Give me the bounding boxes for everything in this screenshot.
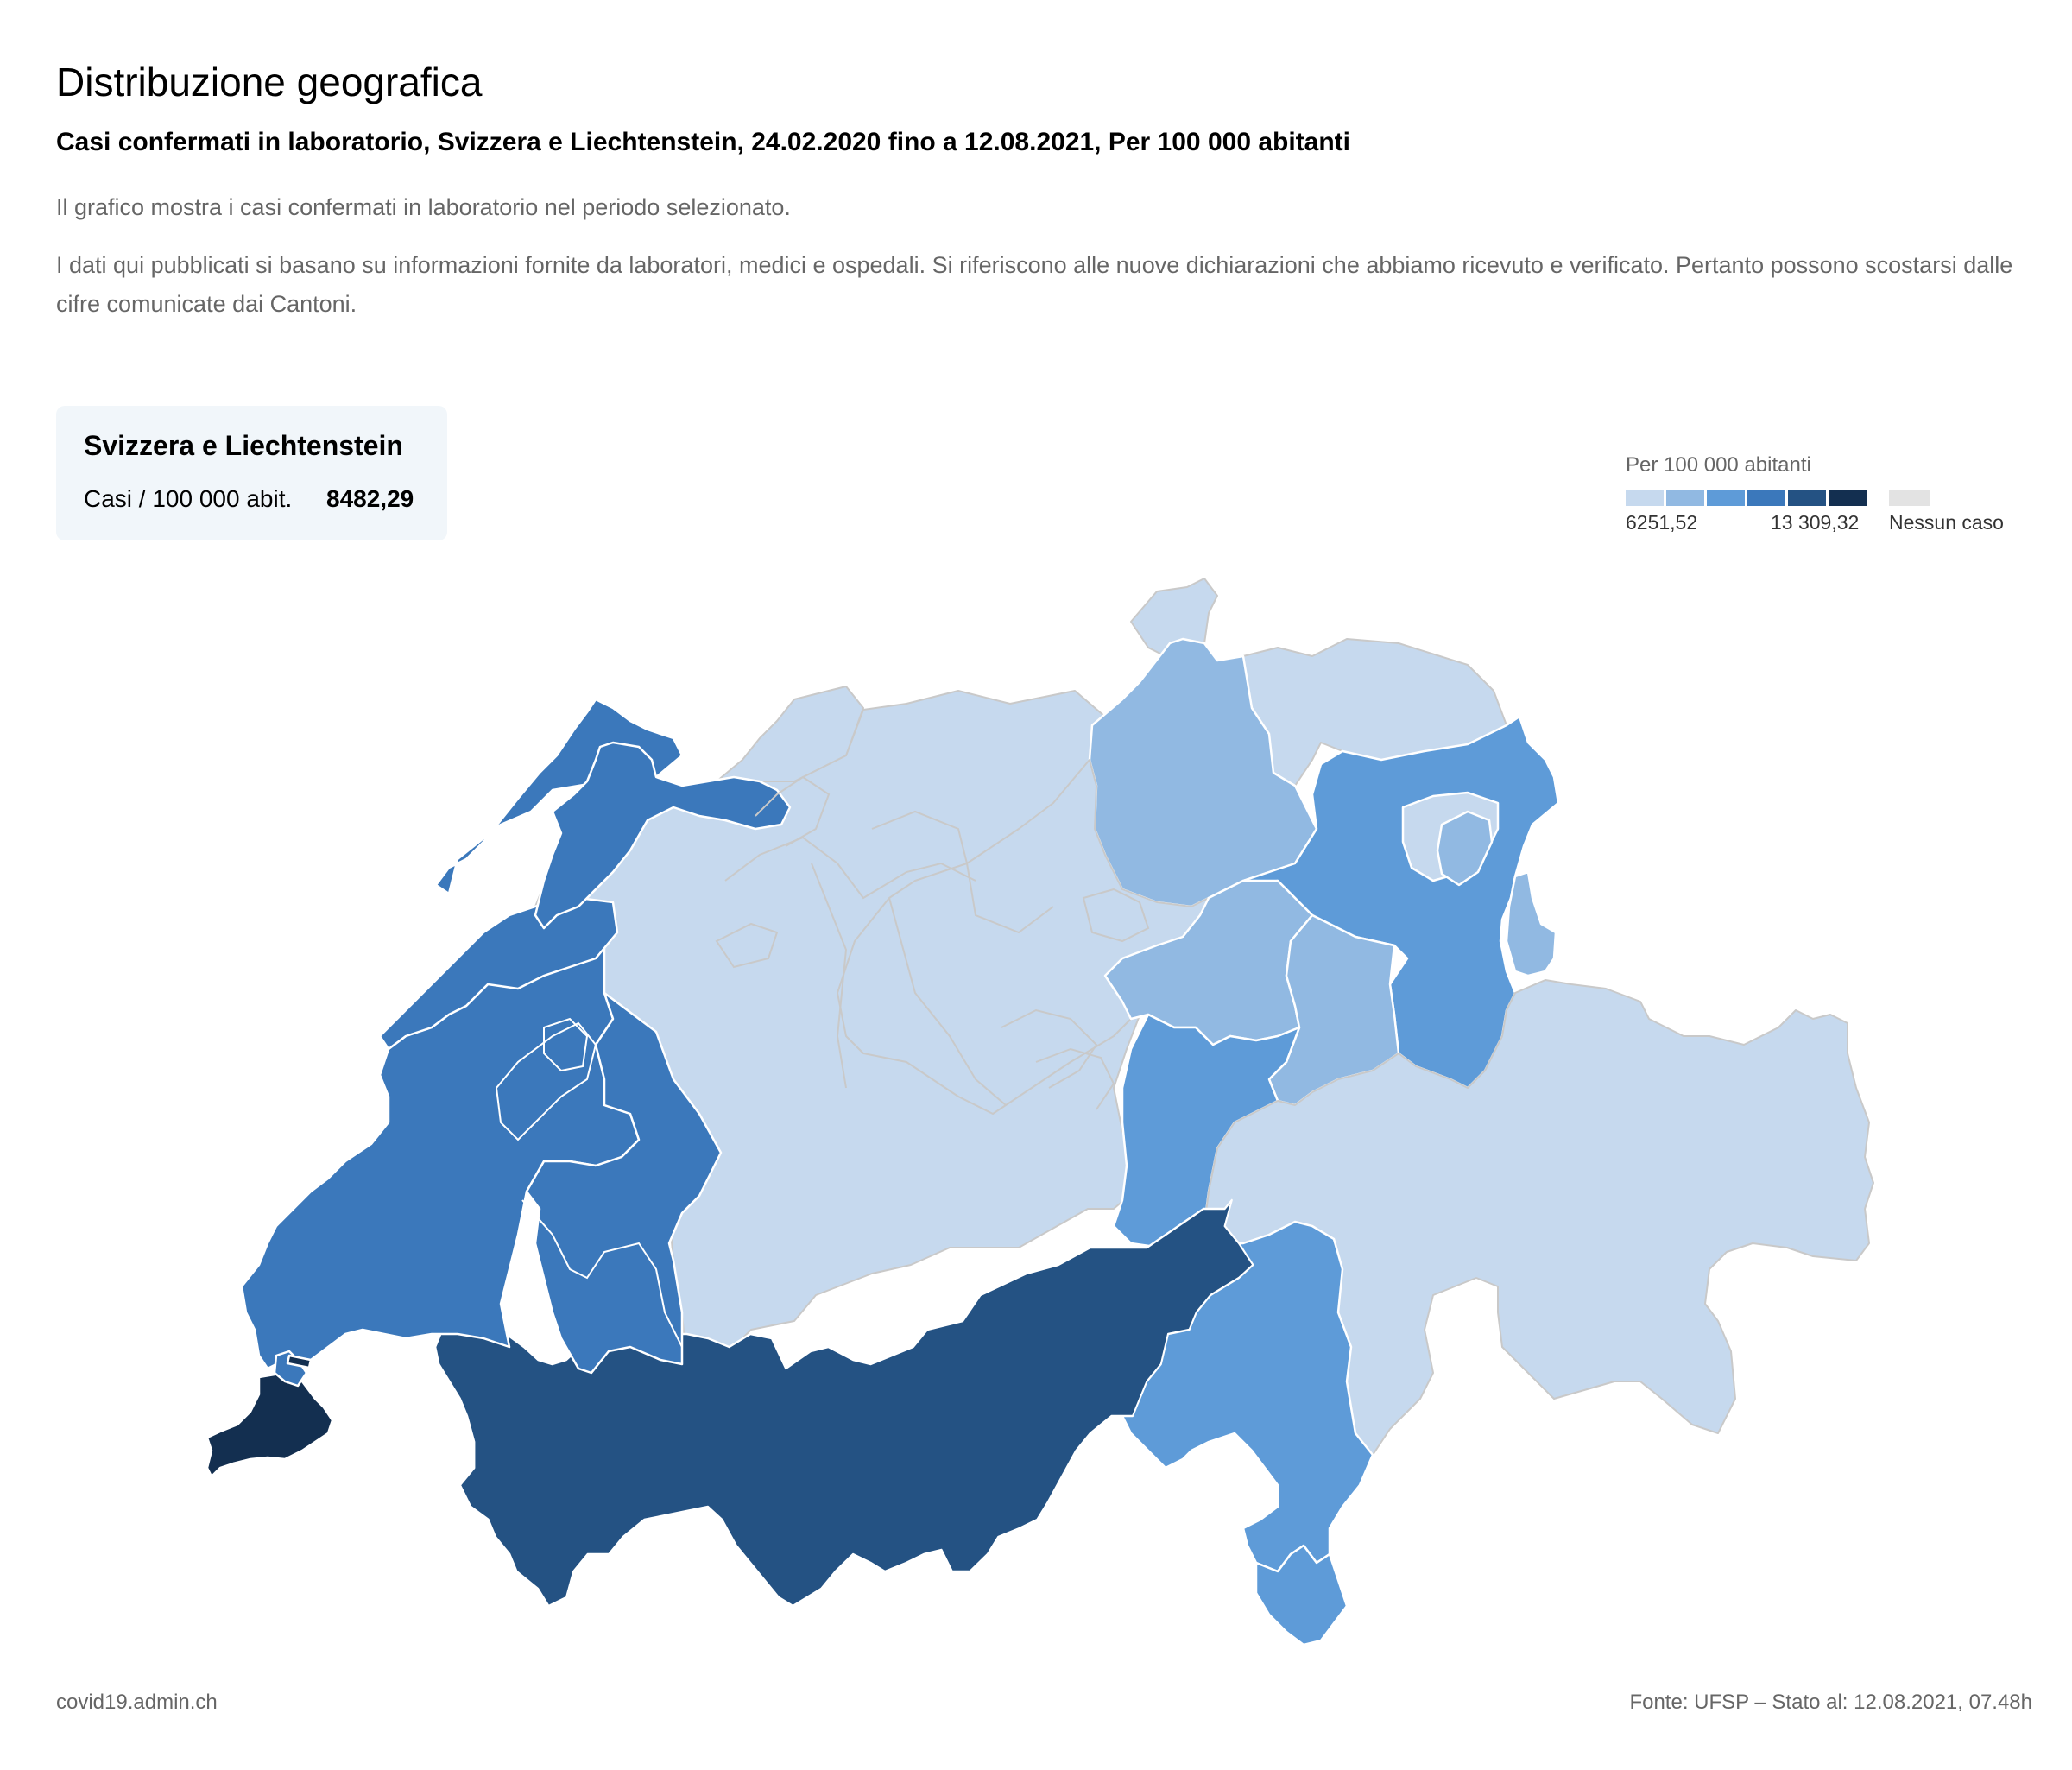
map-legend: Per 100 000 abitanti 6251,52 13 309,32 N… — [1626, 453, 2057, 540]
chart-description: Il grafico mostra i casi confermati in l… — [56, 194, 791, 220]
canton-border-friburgo-enclave — [715, 922, 779, 969]
canton-border-berna-interna — [811, 863, 848, 1089]
legend-swatch — [1707, 490, 1745, 506]
canton-border-nidvaldo — [1035, 1047, 1115, 1110]
footer-source-site: covid19.admin.ch — [56, 1691, 218, 1714]
legend-title: Per 100 000 abitanti — [1626, 453, 1811, 477]
legend-swatch — [1666, 490, 1704, 506]
chart-subtitle: Casi confermati in laboratorio, Svizzera… — [56, 128, 1351, 156]
region-friburgo[interactable] — [525, 991, 723, 1375]
canton-border-broye — [543, 1017, 589, 1072]
canton-border-lucerna — [888, 897, 1007, 1106]
footer-source-note: Fonte: UFSP – Stato al: 12.08.2021, 07.4… — [1629, 1691, 2032, 1714]
legend-min-label: 6251,52 — [1626, 511, 1698, 534]
legend-max-label: 13 309,32 — [1771, 511, 1860, 534]
summary-card-label: Casi / 100 000 abit. — [84, 485, 293, 512]
summary-card: Svizzera e Liechtenstein Casi / 100 000 … — [56, 406, 447, 540]
canton-border-obvaldo — [1001, 1008, 1098, 1089]
canton-border-argovia — [871, 810, 1054, 934]
canton-border-friburgo-vaud — [495, 1021, 597, 1141]
summary-card-title: Svizzera e Liechtenstein — [84, 430, 403, 461]
legend-swatch — [1747, 490, 1785, 506]
summary-card-value: 8482,29 — [326, 485, 414, 512]
region-giura-nord[interactable] — [534, 741, 792, 930]
legend-swatch — [1788, 490, 1826, 506]
data-note: I dati qui pubblicati si basano su infor… — [56, 252, 2013, 317]
region-lucerna[interactable] — [837, 759, 1210, 1115]
region-liechtenstein[interactable] — [1505, 870, 1557, 977]
legend-no-case-label: Nessun caso — [1889, 511, 2004, 534]
region-vaud-enclave[interactable] — [273, 1350, 308, 1388]
region-appenzello-interno[interactable] — [1436, 810, 1494, 887]
legend-swatch — [1829, 490, 1867, 506]
region-sciaffusa[interactable] — [1130, 578, 1218, 657]
canton-border-vaud-friburgo-sud — [521, 1199, 683, 1348]
region-ginevra-enclave[interactable] — [286, 1354, 313, 1369]
legend-swatch — [1626, 490, 1664, 506]
region-argovia-basilea[interactable] — [716, 686, 864, 782]
canton-border-soletta — [724, 836, 976, 900]
region-ticino-sud[interactable] — [1254, 1544, 1349, 1647]
canton-border-basilea — [755, 775, 831, 847]
legend-color-scale — [1626, 490, 1869, 506]
page-title: Distribuzione geografica — [56, 60, 483, 104]
region-ginevra[interactable] — [205, 1371, 334, 1478]
legend-no-case-swatch — [1889, 490, 1930, 506]
canton-border-zugo — [1082, 888, 1150, 943]
